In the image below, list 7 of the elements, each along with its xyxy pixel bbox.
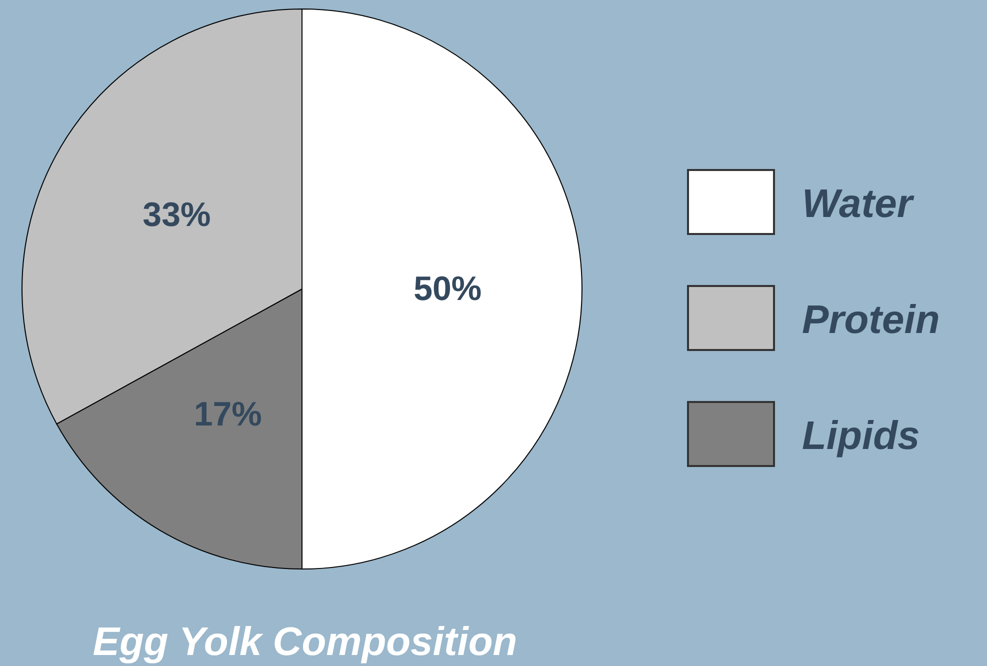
- legend-label: Lipids: [802, 414, 920, 458]
- legend-label: Water: [802, 182, 915, 226]
- legend-label: Protein: [802, 298, 940, 342]
- data-label: 33%: [142, 196, 211, 234]
- text: Egg Yolk Composition: [92, 620, 518, 664]
- data-label: 50%: [414, 270, 482, 308]
- data-label: 17%: [194, 395, 262, 434]
